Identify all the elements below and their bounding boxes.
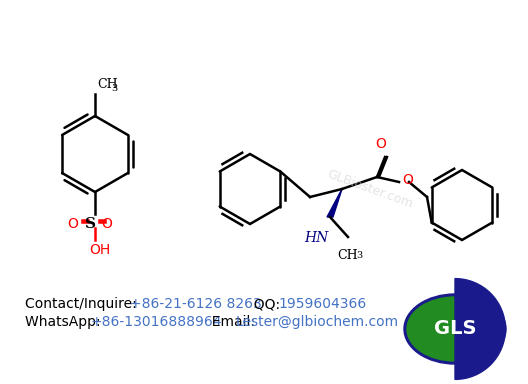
Text: QQ:: QQ: xyxy=(245,297,285,311)
Wedge shape xyxy=(455,279,505,379)
Text: CH: CH xyxy=(97,78,118,91)
Text: +86-21-6126 8263: +86-21-6126 8263 xyxy=(130,297,262,311)
Text: OH: OH xyxy=(89,243,110,257)
Text: O: O xyxy=(101,217,112,231)
Text: CH: CH xyxy=(338,249,359,262)
Polygon shape xyxy=(327,189,342,217)
Text: Email:: Email: xyxy=(203,315,259,329)
Text: 1959604366: 1959604366 xyxy=(278,297,366,311)
Text: Contact/Inquire:: Contact/Inquire: xyxy=(25,297,141,311)
Text: GLBioster.com: GLBioster.com xyxy=(325,167,414,210)
Ellipse shape xyxy=(407,297,503,361)
Text: HN: HN xyxy=(304,231,328,245)
Text: O: O xyxy=(68,217,79,231)
Ellipse shape xyxy=(404,294,506,364)
Text: 3: 3 xyxy=(111,84,117,93)
Text: GLS: GLS xyxy=(433,319,476,339)
Text: O: O xyxy=(375,137,386,151)
Text: S: S xyxy=(84,217,96,231)
Text: O: O xyxy=(402,173,413,187)
Text: 3: 3 xyxy=(356,251,362,260)
Text: +86-13016888964: +86-13016888964 xyxy=(90,315,222,329)
Text: WhatsApp:: WhatsApp: xyxy=(25,315,105,329)
Text: Lester@glbiochem.com: Lester@glbiochem.com xyxy=(236,315,399,329)
